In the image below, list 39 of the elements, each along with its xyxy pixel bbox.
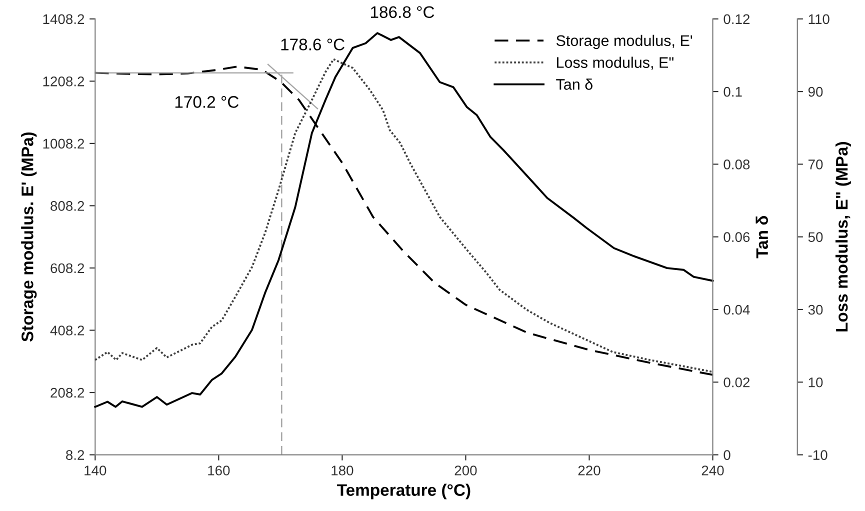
y3-axis-title: Loss modulus, E" (MPa) [835, 142, 852, 332]
y2-axis-title: Tan δ [756, 216, 768, 258]
y2-tick-label: 0.02 [724, 377, 750, 388]
annotation: 170.2 °C [175, 96, 239, 108]
y-tick-label: 1408.2 [43, 14, 84, 24]
y-tick-label: 8.2 [66, 450, 84, 460]
y3-tick-label: -10 [808, 450, 828, 460]
x-tick-label: 160 [208, 466, 230, 476]
y2-tick-label: 0.08 [724, 160, 750, 170]
x-tick-label: 200 [454, 466, 477, 476]
y2-tick-label: 0.04 [724, 304, 750, 315]
y-tick-label: 1008.2 [43, 138, 84, 149]
y2-tick-label: 0 [724, 450, 730, 460]
annotation: 178.6 °C [281, 38, 344, 50]
x-tick-label: 240 [702, 466, 724, 476]
y-tick-label: 1208.2 [43, 76, 84, 86]
y-tick-label: 608.2 [50, 263, 84, 274]
y3-tick-label: 90 [808, 86, 823, 97]
y2-tick-label: 0.06 [724, 232, 750, 242]
x-axis-title: Temperature (°C) [337, 484, 470, 500]
line-series [94, 32, 714, 408]
y2-tick-label: 0.12 [724, 14, 750, 24]
x-tick-label: 180 [332, 466, 354, 476]
y-axis-title: Storage modulus. E' (MPa) [21, 132, 37, 342]
x-tick-label: 140 [84, 466, 106, 476]
annotation: 186.8 °C [371, 6, 434, 18]
x-tick-label: 220 [578, 466, 600, 476]
y2-tick-label: 0.1 [724, 86, 742, 97]
y3-tick-label: 30 [808, 304, 823, 315]
legend-label: Storage modulus, E' [556, 34, 692, 50]
y3-tick-label: 10 [808, 377, 823, 388]
y-tick-label: 408.2 [50, 326, 84, 336]
y3-tick-label: 110 [808, 14, 830, 24]
legend-label: Tan δ [556, 78, 592, 90]
y-tick-label: 208.2 [50, 388, 84, 398]
y-tick-label: 808.2 [50, 201, 84, 211]
y3-tick-label: 50 [808, 232, 823, 242]
legend-label: Loss modulus, E" [557, 56, 674, 70]
y3-tick-label: 70 [808, 160, 823, 170]
